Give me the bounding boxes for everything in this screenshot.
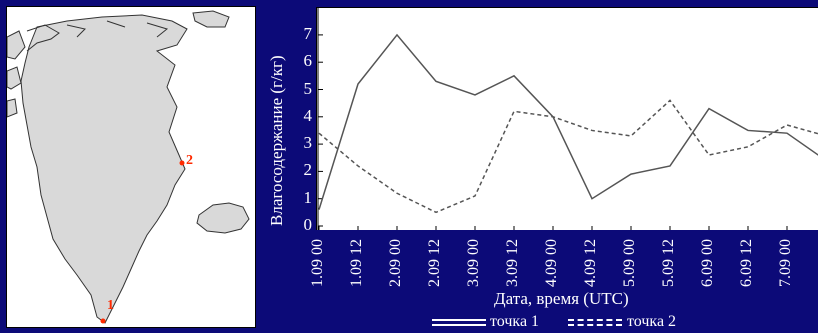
y-tick-label: 6	[303, 51, 313, 71]
x-tick-label: 4.09 00	[543, 239, 560, 287]
x-tick-label: 5.09 00	[621, 239, 638, 287]
x-tick-label: 3.09 00	[465, 239, 482, 287]
greenland-map-panel: 1 2	[6, 6, 256, 328]
y-tick-label: 3	[303, 133, 313, 153]
line-chart	[317, 8, 818, 230]
canadian-islands	[7, 30, 26, 118]
legend-swatch-tochka-2	[568, 319, 622, 326]
x-tick-label: 6.09 12	[738, 239, 755, 287]
x-axis-label: Дата, время (UTC)	[494, 289, 629, 308]
y-tick-label: 1	[303, 187, 313, 207]
svalbard-island	[192, 10, 230, 28]
y-tick-label: 5	[303, 78, 313, 98]
marker-label-1: 1	[107, 298, 114, 313]
x-tick-label: 5.09 12	[660, 239, 677, 287]
x-tick-label: 1.09 00	[309, 239, 326, 287]
x-tick-label: 4.09 12	[582, 239, 599, 287]
legend-label-tochka-2: точка 2	[627, 313, 677, 330]
marker-point-1	[100, 318, 106, 324]
legend-label-tochka-1: точка 1	[490, 313, 540, 330]
series-line-1	[318, 33, 818, 210]
marker-label-2: 2	[186, 153, 193, 168]
y-tick-label: 0	[303, 215, 313, 234]
x-tick-label: 6.09 00	[699, 239, 716, 287]
legend-swatch-tochka-1	[432, 319, 486, 326]
y-tick-label: 2	[303, 160, 313, 180]
greenland-map: 1 2	[7, 10, 250, 324]
greenland-landmass	[20, 14, 188, 324]
x-tick-label: 3.09 12	[504, 239, 521, 287]
plot-area	[316, 7, 818, 230]
marker-point-2	[179, 160, 185, 166]
y-tick-label: 7	[303, 23, 313, 43]
x-tick-label: 7.09 00	[777, 239, 794, 287]
y-tick-label: 4	[303, 105, 313, 125]
iceland-island	[196, 202, 250, 234]
y-axis-label: Влагосодержание (г/кг)	[267, 55, 286, 226]
x-tick-label: 2.09 12	[426, 239, 443, 287]
x-tick-label: 2.09 00	[387, 239, 404, 287]
north-coast-detail	[26, 20, 169, 52]
x-tick-label: 1.09 12	[348, 239, 365, 287]
series-line-2	[318, 99, 818, 214]
